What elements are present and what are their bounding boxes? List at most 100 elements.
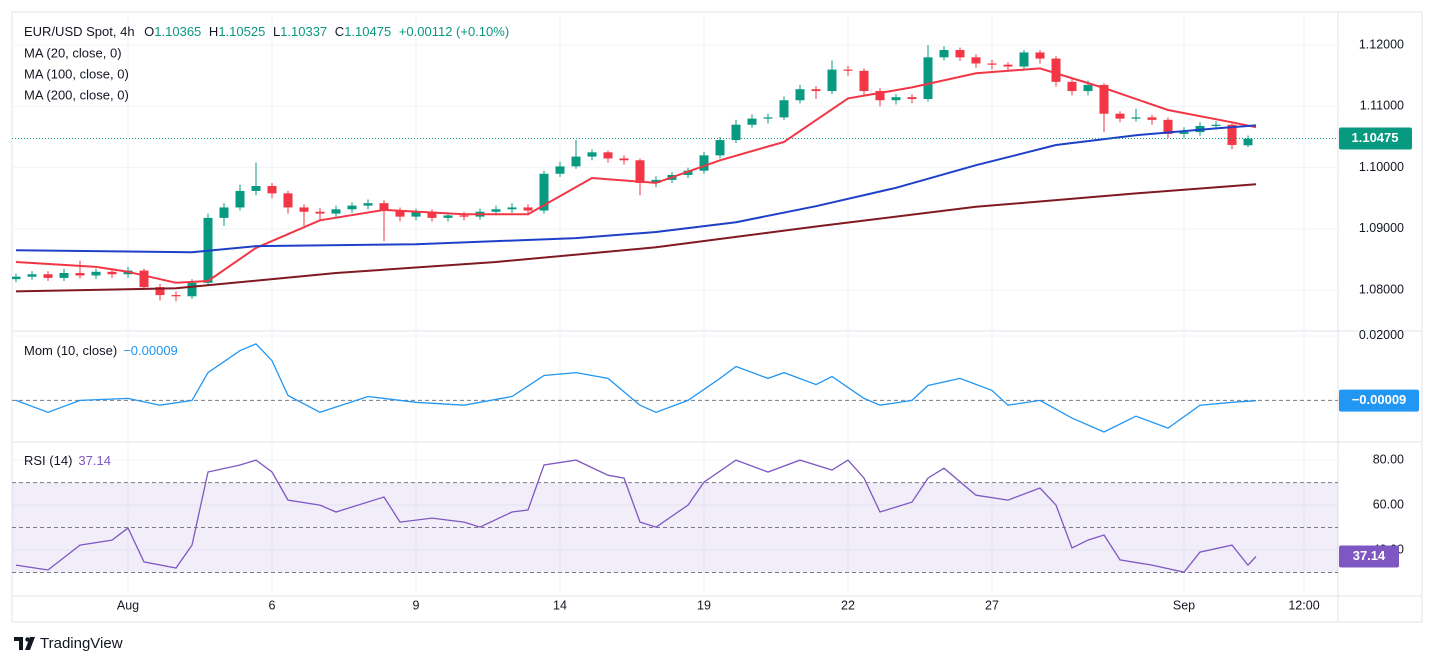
ohlc-value: 1.10525 xyxy=(218,24,265,39)
candle-body xyxy=(843,69,853,71)
last-value-badge xyxy=(1339,389,1419,412)
candle-body xyxy=(427,211,437,218)
candle-body xyxy=(715,140,725,156)
candle-body xyxy=(187,282,197,297)
candle-body xyxy=(219,207,229,218)
candle-body xyxy=(875,91,885,101)
candle-body xyxy=(1243,138,1253,146)
last-value-label: 1.10475 xyxy=(1352,130,1399,145)
candle-body xyxy=(75,273,85,276)
y-tick-label: 1.09000 xyxy=(1359,221,1404,235)
legend-entry: MA (20, close, 0) xyxy=(24,45,122,60)
chart-frame xyxy=(11,11,1423,623)
candle-body xyxy=(395,210,405,217)
x-tick-label: Aug xyxy=(117,598,139,612)
x-tick-label: 12:00 xyxy=(1288,598,1319,612)
x-tick-label: 9 xyxy=(413,598,420,612)
candle-body xyxy=(491,209,501,212)
ohlc-value: 1.10365 xyxy=(154,24,201,39)
candle-body xyxy=(795,89,805,101)
x-tick-label: Sep xyxy=(1173,598,1195,612)
candle-body xyxy=(267,186,277,194)
candle-body xyxy=(603,152,613,159)
candle-body xyxy=(59,273,69,278)
pane-title: RSI (14) 37.14 xyxy=(24,453,111,468)
candle-body xyxy=(859,70,869,92)
candle-body xyxy=(987,63,997,65)
y-tick-label: 80.00 xyxy=(1373,452,1404,466)
candle-body xyxy=(27,274,37,277)
x-tick-label: 6 xyxy=(269,598,276,612)
candle-body xyxy=(155,287,165,296)
pane-title: Mom (10, close) −0.00009 xyxy=(24,343,178,358)
pane xyxy=(12,443,1338,595)
candle-body xyxy=(12,276,21,280)
candle-body xyxy=(91,271,101,276)
candle-body xyxy=(235,190,245,208)
candle-body xyxy=(651,179,661,183)
y-tick-label: 1.11000 xyxy=(1360,99,1404,113)
candle-body xyxy=(1147,117,1157,120)
candle-body xyxy=(1163,119,1173,134)
symbol-title: EUR/USD Spot, 4h xyxy=(24,24,135,39)
indicator-name: RSI (14) xyxy=(24,453,72,468)
brand-logo: TradingView xyxy=(14,635,123,652)
candle-body xyxy=(891,97,901,101)
candle-body xyxy=(955,49,965,58)
logo-icon xyxy=(14,637,35,650)
x-tick-label: 22 xyxy=(841,598,855,612)
candle-body xyxy=(1227,124,1237,145)
candle-body xyxy=(619,158,629,161)
candle-body xyxy=(763,117,773,119)
indicator-value: −0.00009 xyxy=(123,343,178,358)
candle-body xyxy=(811,89,821,92)
header: EUR/USD Spot, 4h O1.10365 H1.10525 L1.10… xyxy=(24,24,509,39)
candle-body xyxy=(779,100,789,118)
candle-body xyxy=(363,203,373,206)
candle-body xyxy=(523,207,533,211)
y-tick-label: 1.08000 xyxy=(1359,282,1404,296)
candle-body xyxy=(571,156,581,167)
candle-body xyxy=(1211,124,1221,126)
candle-body xyxy=(251,186,261,191)
brand-name: TradingView xyxy=(40,635,123,652)
plot: Aug 6 9 14 19 22 27 Sep 12:00 1.12000 1.11000 1.100… xyxy=(12,12,1419,612)
x-tick-label: 27 xyxy=(985,598,999,612)
candle-body xyxy=(539,173,549,211)
ohlc-key: C xyxy=(335,24,344,39)
candle-body xyxy=(1019,52,1029,67)
last-value-badge xyxy=(1339,127,1412,150)
candle-body xyxy=(1131,117,1141,119)
candle-body xyxy=(1035,52,1045,59)
candle-body xyxy=(1115,113,1125,119)
candle-body xyxy=(699,155,709,171)
ohlc-key: L xyxy=(273,24,280,39)
x-tick-label: 14 xyxy=(553,598,567,612)
candle-body xyxy=(923,57,933,100)
indicator-line xyxy=(15,459,1257,573)
ma-line xyxy=(15,183,1257,293)
candle-body xyxy=(907,97,917,100)
logo-dot xyxy=(25,637,30,642)
candle-body xyxy=(507,207,517,210)
candle-body xyxy=(283,193,293,208)
candle-body xyxy=(971,57,981,64)
last-value-label: −0.00009 xyxy=(1352,392,1407,407)
candle-body xyxy=(683,170,693,175)
candle-body xyxy=(347,205,357,210)
candle-body xyxy=(43,274,53,278)
candle-body xyxy=(731,124,741,141)
candle-body xyxy=(379,203,389,211)
ma-line xyxy=(15,67,1257,284)
candle-body xyxy=(299,207,309,212)
candle-body xyxy=(635,160,645,183)
candle-body xyxy=(587,152,597,157)
indicator-line xyxy=(15,343,1257,433)
candle-body xyxy=(411,211,421,217)
ohlc-key: H xyxy=(209,24,218,39)
indicator-name: Mom (10, close) xyxy=(24,343,117,358)
pane xyxy=(12,332,1338,441)
candle-body xyxy=(1003,64,1013,67)
